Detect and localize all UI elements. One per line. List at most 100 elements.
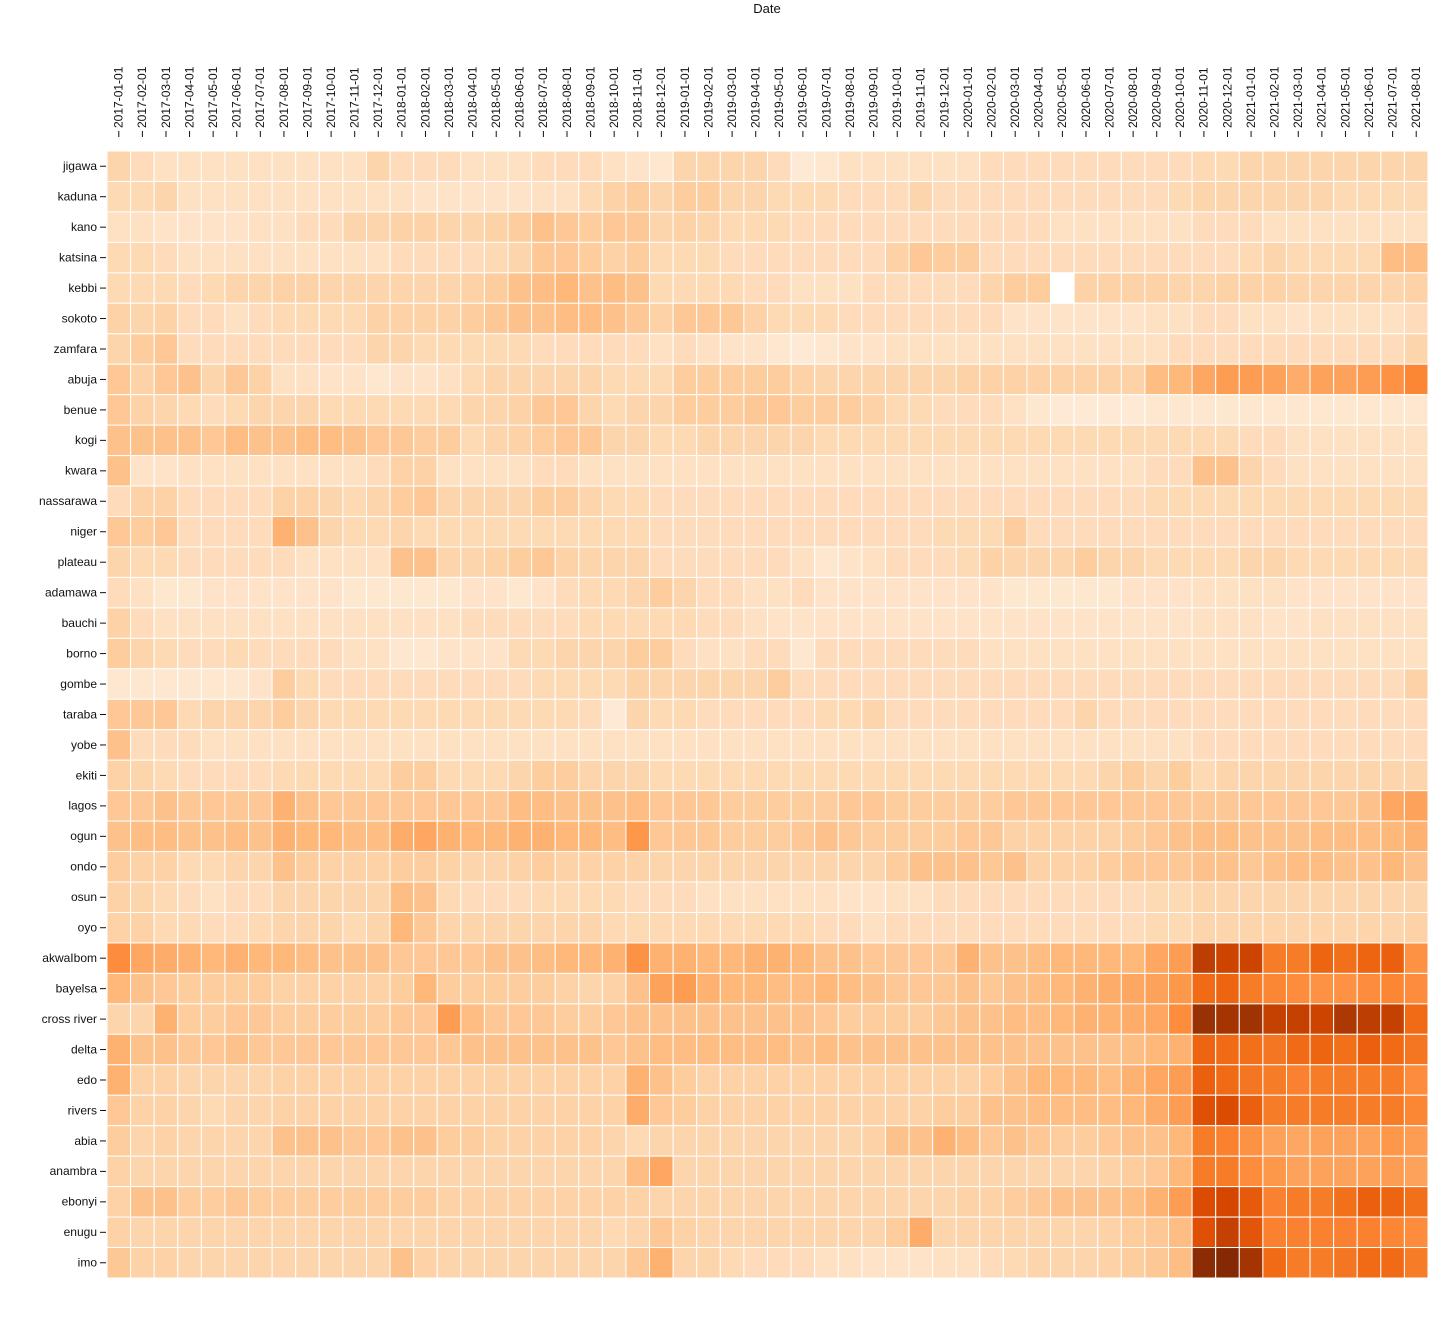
heatmap-cell: [271, 1186, 297, 1218]
heatmap-cell: [271, 272, 297, 304]
heatmap-cell: [790, 759, 816, 792]
heatmap-cell: [955, 546, 981, 578]
heatmap-cell: [1050, 1155, 1075, 1188]
heatmap-cell: [224, 272, 250, 304]
heatmap-cell: [248, 729, 273, 761]
heatmap-cell: [200, 698, 226, 731]
heatmap-cell: [790, 394, 816, 426]
heatmap-cell: [365, 1094, 391, 1127]
heatmap-cell: [200, 820, 226, 853]
heatmap-cell: [1309, 790, 1335, 822]
heatmap-cell: [460, 272, 485, 304]
heatmap-cell: [200, 1094, 226, 1127]
x-tick-label: 2017-01-01: [112, 66, 126, 128]
heatmap-cell: [743, 211, 768, 243]
heatmap-cell: [1262, 1186, 1287, 1218]
heatmap-cell: [1215, 881, 1240, 913]
heatmap-cell: [1262, 729, 1287, 761]
heatmap-cell: [200, 211, 226, 243]
heatmap-cell: [649, 942, 674, 974]
heatmap-cell: [1333, 911, 1358, 944]
heatmap-cell: [248, 1125, 273, 1157]
heatmap-cell: [389, 911, 415, 944]
heatmap-cell: [649, 607, 674, 639]
heatmap-cell: [271, 1003, 297, 1035]
heatmap-cell: [1380, 1064, 1405, 1096]
y-tick-label: kano: [71, 220, 97, 234]
heatmap-cell: [1380, 820, 1405, 853]
heatmap-cell: [767, 150, 792, 182]
heatmap-cell: [625, 851, 651, 883]
heatmap-cell: [578, 790, 603, 822]
heatmap-cell: [554, 1155, 580, 1188]
heatmap-cell: [130, 820, 155, 853]
heatmap-cell: [955, 851, 981, 883]
heatmap-cell: [837, 1125, 863, 1157]
heatmap-cell: [554, 516, 580, 548]
heatmap-cell: [1120, 1003, 1146, 1035]
heatmap-cell: [531, 546, 556, 578]
heatmap-cell: [1215, 820, 1240, 853]
heatmap-cell: [271, 1247, 297, 1279]
heatmap-cell: [884, 820, 910, 853]
heatmap-cell: [318, 1216, 344, 1249]
heatmap-cell: [790, 546, 816, 578]
heatmap-cell: [601, 972, 627, 1005]
x-tick: 2018-08-01: [560, 66, 574, 137]
y-tick: anambra: [50, 1164, 106, 1178]
heatmap-cell: [979, 1186, 1004, 1218]
y-tick: ondo: [70, 860, 106, 874]
y-tick-label: lagos: [68, 799, 97, 813]
heatmap-cell: [365, 1125, 391, 1157]
heatmap-cell: [837, 820, 863, 853]
heatmap-cell: [389, 1125, 415, 1157]
heatmap-cell: [719, 302, 745, 335]
heatmap-cell: [153, 333, 179, 365]
heatmap-cell: [601, 790, 627, 822]
heatmap-cell: [672, 790, 698, 822]
heatmap-cell: [1073, 972, 1099, 1005]
heatmap-cell: [790, 1216, 816, 1249]
heatmap-cell: [483, 1033, 509, 1066]
heatmap-cell: [295, 394, 320, 426]
heatmap-cell: [365, 241, 391, 274]
heatmap-cell: [814, 637, 839, 670]
heatmap-cell: [1050, 668, 1075, 700]
heatmap-cell: [1026, 911, 1052, 944]
heatmap-cell: [1403, 1186, 1429, 1218]
heatmap-cell: [696, 272, 721, 304]
heatmap-cell: [436, 424, 462, 457]
heatmap-cell: [1168, 150, 1193, 182]
heatmap-cell: [1262, 546, 1287, 578]
heatmap-cell: [672, 516, 698, 548]
heatmap-cell: [1191, 820, 1217, 853]
heatmap-cell: [908, 1247, 934, 1279]
heatmap-cell: [224, 942, 250, 974]
heatmap-cell: [696, 972, 721, 1005]
heatmap-cell: [1073, 1094, 1099, 1127]
heatmap-cell: [1144, 1064, 1170, 1096]
heatmap-cell: [1168, 1216, 1193, 1249]
heatmap-cell: [861, 1186, 886, 1218]
heatmap-cell: [271, 1033, 297, 1066]
heatmap-cell: [1215, 546, 1240, 578]
heatmap-cell: [767, 881, 792, 913]
heatmap-cell: [271, 394, 297, 426]
heatmap-cell: [1380, 272, 1405, 304]
heatmap-cell: [1168, 1186, 1193, 1218]
heatmap-cell: [1026, 516, 1052, 548]
heatmap-cell: [1238, 1064, 1264, 1096]
heatmap-cell: [1215, 790, 1240, 822]
heatmap-cell: [531, 881, 556, 913]
heatmap-cell: [153, 363, 179, 396]
heatmap-cell: [1403, 455, 1429, 487]
y-tick-label: jigawa: [62, 159, 97, 173]
heatmap-cell: [365, 1064, 391, 1096]
heatmap-cell: [696, 150, 721, 182]
heatmap-cell: [932, 1003, 957, 1035]
heatmap-cell: [1380, 211, 1405, 243]
heatmap-cell: [130, 1003, 155, 1035]
heatmap-cell: [625, 516, 651, 548]
heatmap-cell: [460, 546, 485, 578]
heatmap-cell: [884, 851, 910, 883]
